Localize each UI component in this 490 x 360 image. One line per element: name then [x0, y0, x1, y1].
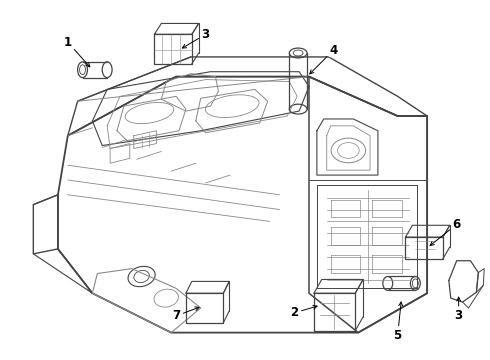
- Text: 3: 3: [455, 297, 463, 322]
- Text: 2: 2: [290, 305, 317, 319]
- Text: 4: 4: [310, 44, 338, 74]
- Text: 7: 7: [172, 307, 199, 322]
- Text: 6: 6: [430, 218, 461, 246]
- Text: 3: 3: [182, 28, 210, 48]
- Text: 5: 5: [393, 302, 403, 342]
- Text: 1: 1: [64, 36, 90, 67]
